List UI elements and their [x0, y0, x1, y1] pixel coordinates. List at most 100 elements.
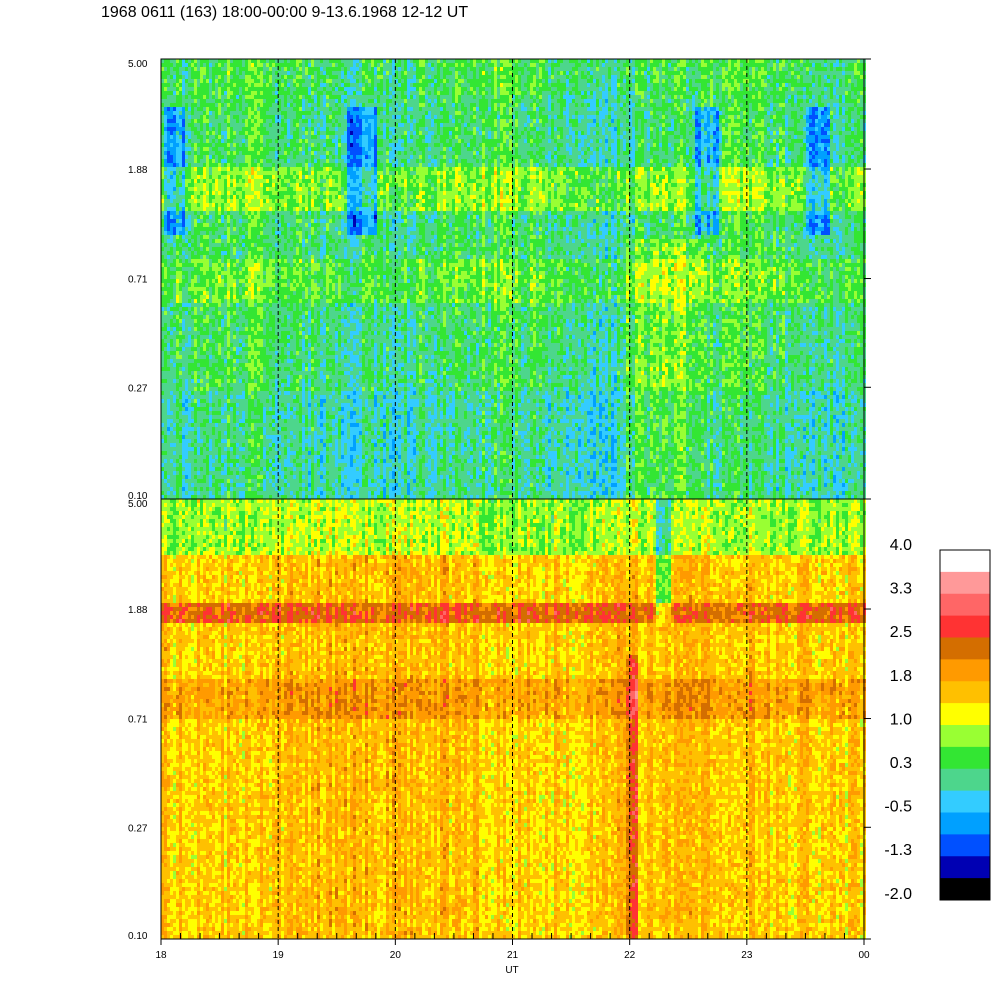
heatmap-top-cell [227, 483, 230, 488]
heatmap-top-cell [260, 155, 263, 160]
heatmap-top-cell [218, 379, 221, 384]
heatmap-top-cell [203, 291, 206, 296]
heatmap-top-cell [212, 323, 215, 328]
heatmap-top-cell [185, 491, 188, 496]
heatmap-top-cell [182, 239, 185, 244]
heatmap-top-cell [197, 451, 200, 456]
heatmap-top-cell [221, 367, 224, 372]
heatmap-top-cell [197, 219, 200, 224]
heatmap-top-cell [233, 395, 236, 400]
heatmap-top-cell [266, 315, 269, 320]
heatmap-top-cell [269, 495, 272, 500]
heatmap-top-cell [185, 375, 188, 380]
heatmap-top-cell [170, 183, 173, 188]
heatmap-top-cell [245, 475, 248, 480]
heatmap-top-cell [281, 175, 284, 180]
heatmap-top-cell [257, 379, 260, 384]
heatmap-top-cell [209, 127, 212, 132]
heatmap-top-cell [173, 387, 176, 392]
heatmap-top-cell [161, 323, 164, 328]
heatmap-top-cell [194, 79, 197, 84]
heatmap-top-cell [269, 171, 272, 176]
heatmap-top-cell [164, 207, 167, 212]
heatmap-top-cell [188, 291, 191, 296]
heatmap-top-cell [179, 147, 182, 152]
heatmap-top-cell [212, 395, 215, 400]
heatmap-top-cell [218, 343, 221, 348]
heatmap-top-cell [173, 311, 176, 316]
heatmap-top-cell [275, 495, 278, 500]
heatmap-top-cell [293, 107, 296, 112]
heatmap-top-cell [221, 187, 224, 192]
heatmap-top-cell [260, 223, 263, 228]
heatmap-top-cell [164, 99, 167, 104]
heatmap-top-cell [194, 431, 197, 436]
heatmap-top-cell [287, 171, 290, 176]
heatmap-top-cell [209, 155, 212, 160]
heatmap-top-cell [179, 299, 182, 304]
heatmap-top-cell [266, 175, 269, 180]
heatmap-top-cell [167, 447, 170, 452]
heatmap-top-cell [164, 115, 167, 120]
heatmap-top-cell [194, 347, 197, 352]
heatmap-top-cell [191, 355, 194, 360]
heatmap-top-cell [257, 299, 260, 304]
heatmap-top-cell [215, 303, 218, 308]
heatmap-top-cell [161, 119, 164, 124]
heatmap-top-cell [170, 383, 173, 388]
heatmap-top-cell [209, 207, 212, 212]
heatmap-top-cell [161, 403, 164, 408]
heatmap-top-cell [218, 423, 221, 428]
heatmap-top-cell [257, 451, 260, 456]
heatmap-top-cell [278, 311, 281, 316]
heatmap-top-cell [212, 415, 215, 420]
heatmap-top-cell [164, 347, 167, 352]
heatmap-top-cell [266, 411, 269, 416]
heatmap-top-cell [254, 147, 257, 152]
heatmap-top-cell [188, 383, 191, 388]
heatmap-top-cell [257, 207, 260, 212]
heatmap-top-cell [266, 183, 269, 188]
heatmap-top-cell [251, 439, 254, 444]
heatmap-top-cell [218, 235, 221, 240]
heatmap-top-cell [161, 143, 164, 148]
heatmap-top-cell [254, 227, 257, 232]
heatmap-top-cell [293, 291, 296, 296]
heatmap-top-cell [296, 199, 299, 204]
heatmap-top-cell [215, 471, 218, 476]
heatmap-top-cell [200, 331, 203, 336]
heatmap-top-cell [242, 299, 245, 304]
heatmap-top-cell [263, 403, 266, 408]
heatmap-top-cell [185, 251, 188, 256]
heatmap-top-cell [233, 347, 236, 352]
heatmap-top-cell [161, 443, 164, 448]
heatmap-top-cell [245, 135, 248, 140]
heatmap-top-cell [167, 435, 170, 440]
heatmap-top-cell [287, 99, 290, 104]
heatmap-top-cell [230, 423, 233, 428]
heatmap-top-cell [281, 123, 284, 128]
heatmap-top-cell [275, 171, 278, 176]
heatmap-top-cell [272, 451, 275, 456]
heatmap-top-cell [284, 83, 287, 88]
heatmap-top-cell [206, 471, 209, 476]
heatmap-top-cell [236, 239, 239, 244]
heatmap-top-cell [191, 155, 194, 160]
heatmap-top-cell [167, 139, 170, 144]
heatmap-top-cell [248, 191, 251, 196]
heatmap-top-cell [293, 487, 296, 492]
heatmap-top-cell [182, 59, 185, 64]
heatmap-top-cell [284, 287, 287, 292]
heatmap-top-cell [167, 115, 170, 120]
heatmap-top-cell [275, 479, 278, 484]
heatmap-top-cell [188, 419, 191, 424]
heatmap-top-cell [272, 215, 275, 220]
heatmap-top-cell [236, 375, 239, 380]
heatmap-top-cell [197, 275, 200, 280]
heatmap-top-cell [272, 479, 275, 484]
heatmap-top-cell [170, 291, 173, 296]
heatmap-top-cell [176, 123, 179, 128]
heatmap-top-cell [227, 395, 230, 400]
heatmap-top-cell [236, 107, 239, 112]
heatmap-top-cell [212, 151, 215, 156]
